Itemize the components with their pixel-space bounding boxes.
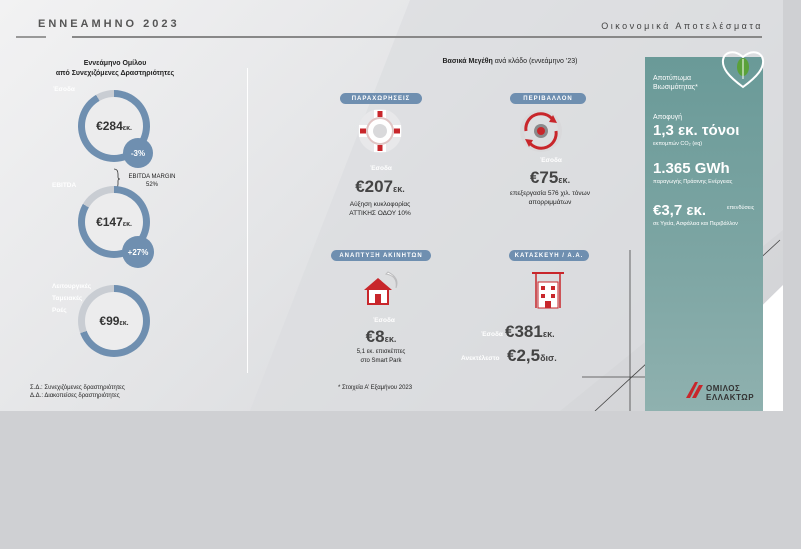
real-estate-revenue-label: Έσοδα [373,317,395,324]
backlog-unit: δισ. [540,353,557,363]
slide: ΕΝΝΕΑΜΗΝΟ 2023 Οικονομικά Αποτελέσματα Ε… [0,0,783,411]
segments-title-rest: ανά κλάδο (εννεάμηνο ’23) [492,58,578,65]
pill-real-estate: ΑΝΑΠΤΥΞΗ ΑΚΙΝΗΤΩΝ [331,250,431,261]
group-title-line1: Εννεάμηνο Ομίλου [83,60,147,67]
group-results-heading: Εννεάμηνο Ομίλου από Συνεχιζόμενες Δραστ… [30,59,200,79]
ellaktor-logo-text: ΟΜΙΛΟΣ ΕΛΛΑΚΤΩΡ [706,384,754,402]
abbreviation-notes: Σ.Δ.: Συνεχιζόμενες δραστηριότητες Δ.Δ.:… [30,384,125,400]
report-period-title: ΕΝΝΕΑΜΗΝΟ 2023 [38,18,180,30]
environment-desc-line1: επεξεργασία 576 χιλ. τόνων [510,190,590,197]
backlog-value: €2,5 [507,346,541,365]
real-estate-revenue-unit: εκ. [384,334,397,344]
note-continuing: Σ.Δ.: Συνεχιζόμενες δραστηριότητες [30,385,125,391]
concessions-revenue-wrap: €207εκ. [320,177,440,197]
ops-value-wrap: €99εκ. [99,314,128,328]
revenue-value: €284 [96,119,123,133]
segments-footnote: * Στοιχεία Α’ Εξαμήνου 2023 [338,385,413,391]
construction-icon [532,272,564,309]
real-estate-desc-line2: στο Smart Park [360,358,402,364]
avoidance-label: Αποφυγή [653,114,683,121]
note-discontinued: Δ.Δ.: Διακοπείσες δραστηριότητες [30,393,120,399]
hse-investment-desc-line1: επενδύσεις [727,205,755,211]
sustainability-title-line2: Βιωσιμότητας* [653,84,698,91]
environment-revenue-label: Έσοδα [540,157,562,164]
backlog-label: Ανεκτέλεστο [461,355,500,362]
sustainability-title-line1: Αποτύπωμα [653,75,692,82]
house-icon [364,271,398,305]
recycling-icon [520,110,562,152]
sustainability-title: Αποτύπωμα Βιωσιμότητας* [653,74,698,92]
hse-investment-value: €3,7 εκ. [653,202,707,219]
revenue-label: Έσοδα [53,86,75,93]
vertical-divider [247,68,248,373]
ops-cash-flow-ring: €99εκ. [78,285,150,357]
ebitda-change-badge: +27% [122,236,154,268]
concessions-revenue-label: Έσοδα [370,165,392,172]
pill-concessions: ΠΑΡΑΧΩΡΗΣΕΙΣ [340,93,422,104]
hse-investment-desc-line2: σε Υγεία, Ασφάλεια και Περιβάλλον [653,221,738,227]
construction-revenue-wrap: €381εκ. [505,322,555,342]
co2-avoided-value: 1,3 εκ. τόνοι [653,122,740,139]
operating-cash-flow-label: Λειτουργικές Ταμειακές Ροές [52,281,91,317]
ops-value: €99 [99,314,120,328]
real-estate-revenue-value: €8 [365,327,385,346]
revenue-unit: εκ. [122,125,132,132]
environment-revenue-value: €75 [529,168,559,187]
green-energy-value: 1.365 GWh [653,160,730,177]
ebitda-value-wrap: €147εκ. [96,215,132,229]
concessions-description: Αύξηση κυκλοφορίας ΑΤΤΙΚΗΣ ΟΔΟΥ 10% [320,200,440,218]
leaf-heart-icon [721,51,765,89]
concessions-desc-line1: Αύξηση κυκλοφορίας [349,201,411,208]
construction-revenue-value: €381 [505,322,543,341]
ebitda-value: €147 [96,215,123,229]
ebitda-margin-value: 52% [145,182,158,188]
ellaktor-logo-icon [686,382,703,398]
pill-environment: ΠΕΡΙΒΑΛΛΟΝ [510,93,586,104]
ebitda-margin-label: EBITDA MARGIN [128,174,176,180]
header-divider [72,36,762,38]
logo-line2: ΕΛΛΑΚΤΩΡ [706,393,755,402]
ops-unit: εκ. [119,320,129,327]
roundabout-icon [358,109,402,153]
revenue-change-badge: -3% [123,138,153,168]
environment-revenue-wrap: €75εκ. [490,168,610,188]
real-estate-description: 5,1 εκ. επισκέπτες στο Smart Park [321,348,441,366]
concessions-revenue-value: €207 [355,177,394,196]
revenue-value-wrap: €284εκ. [96,119,132,133]
backlog-wrap: €2,5δισ. [507,346,557,366]
header-divider-short [16,36,46,38]
environment-description: επεξεργασία 576 χιλ. τόνων απορριμμάτων [490,189,610,207]
ebitda-unit: εκ. [122,221,132,228]
logo-line1: ΟΜΙΛΟΣ [706,384,741,393]
real-estate-desc-line1: 5,1 εκ. επισκέπτες [356,349,406,355]
real-estate-revenue-wrap: €8εκ. [321,327,441,347]
group-title-line2: από Συνεχιζόμενες Δραστηριότητες [55,70,175,77]
construction-revenue-label: Έσοδα [481,331,503,338]
co2-avoided-desc: εκπομπών CO₂ (eq) [653,141,703,147]
segments-title-bold: Βασικά Μεγέθη [442,58,493,65]
concessions-desc-line2: ΑΤΤΙΚΗΣ ΟΔΟΥ 10% [349,210,411,217]
ops-label-line3: Ροές [52,307,67,314]
concessions-revenue-unit: εκ. [393,184,405,194]
pill-construction: ΚΑΤΑΣΚΕΥΗ / Α.Α. [509,250,589,261]
ops-label-line2: Ταμειακές [52,295,83,302]
environment-desc-line2: απορριμμάτων [528,199,572,206]
section-title: Οικονομικά Αποτελέσματα [601,21,763,31]
green-energy-desc: παραγωγής Πράσινης Ενέργειας [653,179,733,185]
ebitda-ring: €147εκ. [78,186,150,258]
ebitda-margin: EBITDA MARGIN 52% [118,173,186,189]
environment-revenue-unit: εκ. [558,175,571,185]
sustainability-panel: Αποτύπωμα Βιωσιμότητας* Αποφυγή 1,3 εκ. … [645,57,763,411]
construction-revenue-unit: εκ. [542,329,555,339]
ebitda-label: EBITDA [52,182,77,189]
ops-label-line1: Λειτουργικές [52,283,92,290]
segments-heading: Βασικά Μεγέθη ανά κλάδο (εννεάμηνο ’23) [395,58,625,65]
